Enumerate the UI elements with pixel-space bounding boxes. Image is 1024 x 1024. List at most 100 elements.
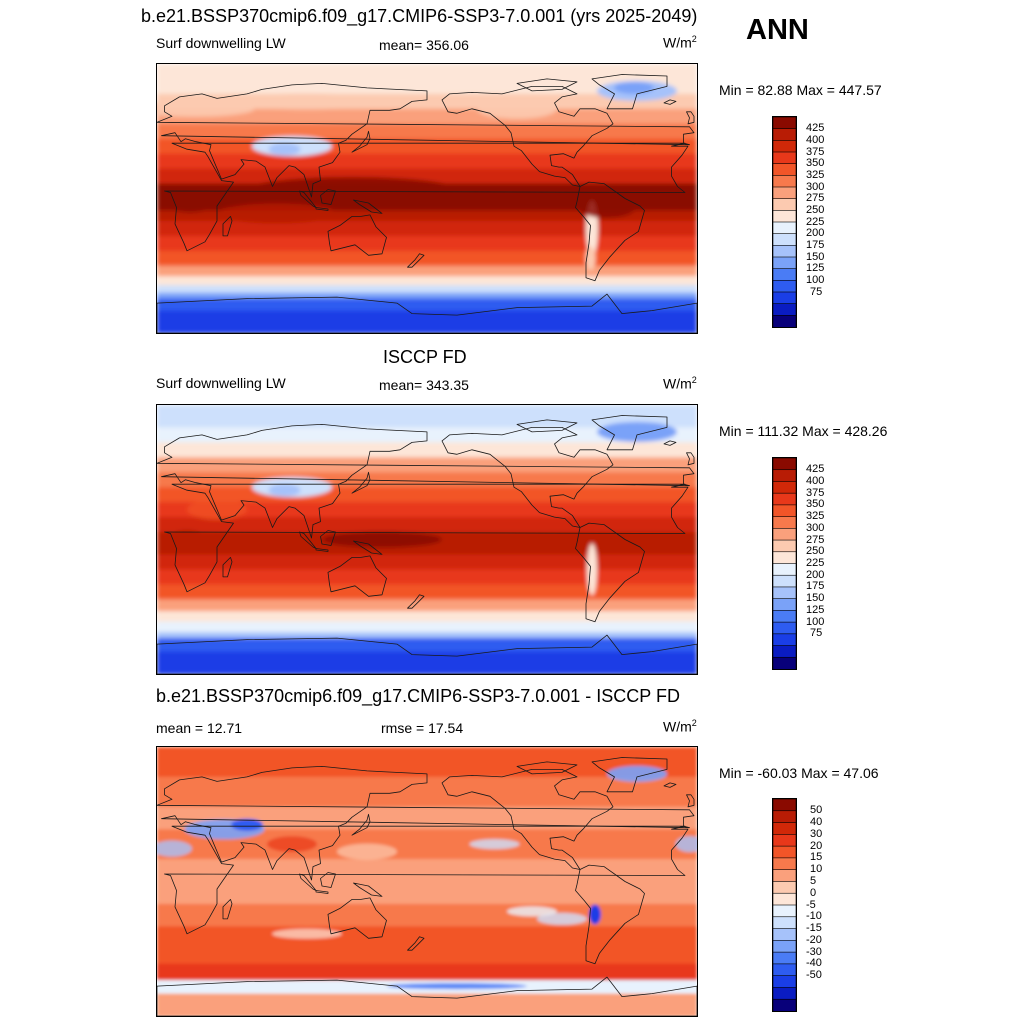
panel3-colorbar-box [773, 869, 796, 883]
panel3-colorbar-box [773, 881, 796, 895]
panel1-coastline [157, 82, 695, 198]
panel1-colorbar-tick: 250 [806, 203, 825, 216]
panel3-unit: W/m2 [663, 718, 697, 735]
panel2-colorbar-tick: 125 [806, 603, 825, 616]
panel1-colorbar-tick: 350 [806, 157, 825, 170]
panel2-colorbar-tick: 100 [806, 615, 825, 628]
panel3-coastline [222, 898, 233, 920]
panel1-unit: W/m2 [663, 34, 697, 51]
panel2-colorbar-tick: 300 [806, 521, 825, 534]
panel2-coastline [441, 426, 614, 528]
panel1-colorbar-box [773, 210, 796, 223]
panel2-variable-label: Surf downwelling LW [156, 375, 286, 391]
panel3-colorbar-tick: -40 [806, 957, 822, 970]
panel1-colorbar-tick: 300 [806, 180, 825, 193]
panel2-colorbar-box [773, 598, 796, 612]
panel1-colorbar-tick: 200 [806, 227, 825, 240]
panel2-colorbar-box [773, 458, 796, 471]
panel1-colorbar-tick: 125 [806, 262, 825, 275]
panel1-colorbar-box [773, 303, 796, 317]
panel1-coastline [351, 130, 371, 153]
panel3-coastline [575, 864, 645, 965]
panel2-minmax: Min = 111.32 Max = 428.26 [719, 423, 888, 439]
panel2-coastline [320, 530, 336, 546]
panel2-coastline [591, 415, 668, 451]
panel1-mean-label: mean= 356.06 [379, 37, 469, 53]
panel2-colorbar-tick: 150 [806, 592, 825, 605]
panel2-map [156, 404, 698, 675]
panel3-colorbar-box [773, 892, 796, 906]
panel1-colorbar-tick: 150 [806, 250, 825, 263]
panel2-coastline [157, 423, 695, 539]
panel1-coastline [407, 253, 425, 268]
main-title: b.e21.BSSP370cmip6.f09_g17.CMIP6-SSP3-7.… [141, 6, 698, 26]
panel1-minmax: Min = 82.88 Max = 447.57 [719, 82, 882, 98]
panel3-colorbar-box [773, 963, 796, 977]
panel1-coastline [222, 215, 233, 237]
panel3-colorbar-box [773, 928, 796, 942]
panel2-coastline [516, 419, 578, 433]
panel1-colorbar-box [773, 268, 796, 282]
panel1-coastline [686, 111, 695, 125]
panel3-coastline [299, 873, 317, 891]
panel2-colorbar-box [773, 656, 796, 669]
panel1-coastline [663, 99, 677, 105]
panel1-colorbar [772, 116, 797, 328]
panel2-coastline [222, 556, 233, 578]
panel3-colorbar-box [773, 834, 796, 847]
panel1-coastline [353, 199, 383, 214]
panel2-colorbar-box [773, 551, 796, 565]
panel2-coastline [299, 531, 317, 549]
panel3-coastline [320, 872, 336, 888]
panel2-colorbar-box [773, 574, 796, 588]
panel3-colorbar-box [773, 951, 796, 965]
panel2-coastline [164, 483, 689, 593]
panel2-colorbar-box [773, 469, 796, 483]
panel3-colorbar-box [773, 998, 796, 1011]
panel1-coastline [591, 74, 668, 110]
panel1-colorbar-box [773, 315, 796, 327]
panel2-colorbar-box [773, 610, 796, 623]
panel2-colorbar-box [773, 516, 796, 530]
panel1-colorbar-box [773, 117, 796, 130]
panel3-coastline [351, 813, 371, 836]
panel1-coastline [315, 207, 329, 211]
season-label: ANN [746, 14, 809, 46]
panel1-colorbar-tick: 225 [806, 215, 825, 228]
panel1-colorbar-tick: 325 [806, 168, 825, 181]
panel1-colorbar-box [773, 140, 796, 153]
panel1-coastline [575, 181, 645, 282]
panel3-coastline [686, 794, 695, 808]
panel1-colorbar-box [773, 151, 796, 165]
panel2-colorbar-box [773, 621, 796, 635]
panel1-colorbar-box [773, 128, 796, 142]
panel1-colorbar-box [773, 221, 796, 235]
panel3-colorbar-box [773, 810, 796, 824]
panel1-colorbar-tick: 375 [806, 145, 825, 158]
panel3-mean-label: mean = 12.71 [156, 720, 243, 736]
panel2-colorbar-tick: 250 [806, 545, 825, 558]
panel3-colorbar-tick: -15 [806, 922, 822, 935]
panel1-colorbar-tick: 100 [806, 273, 825, 286]
panel3-minmax: Min = -60.03 Max = 47.06 [719, 765, 879, 781]
panel2-colorbar-tick: 375 [806, 486, 825, 499]
panel3-colorbar-box [773, 845, 796, 859]
panel1-colorbar-tick: 275 [806, 192, 825, 205]
panel1-colorbar-box [773, 175, 796, 188]
panel1-colorbar-box [773, 186, 796, 200]
panel1-colorbar-tick: 425 [806, 122, 825, 135]
panel2-colorbar-tick: 225 [806, 557, 825, 569]
panel3-colorbar-tick: -20 [806, 933, 822, 946]
panel1-colorbar-box [773, 245, 796, 258]
panel1-colorbar-box [773, 233, 796, 247]
panel2-colorbar-box [773, 528, 796, 541]
panel2-colorbar-box [773, 492, 796, 506]
panel2-colorbar [772, 457, 797, 670]
panel2-colorbar-box [773, 539, 796, 553]
panel3-colorbar-box [773, 857, 796, 871]
panel2-mean-label: mean= 343.35 [379, 377, 469, 393]
panel1-coastline [516, 78, 578, 92]
panel3-rmse-label: rmse = 17.54 [381, 720, 464, 736]
panel2-coastline [315, 548, 329, 552]
panel2-colorbar-tick: 425 [806, 463, 825, 476]
